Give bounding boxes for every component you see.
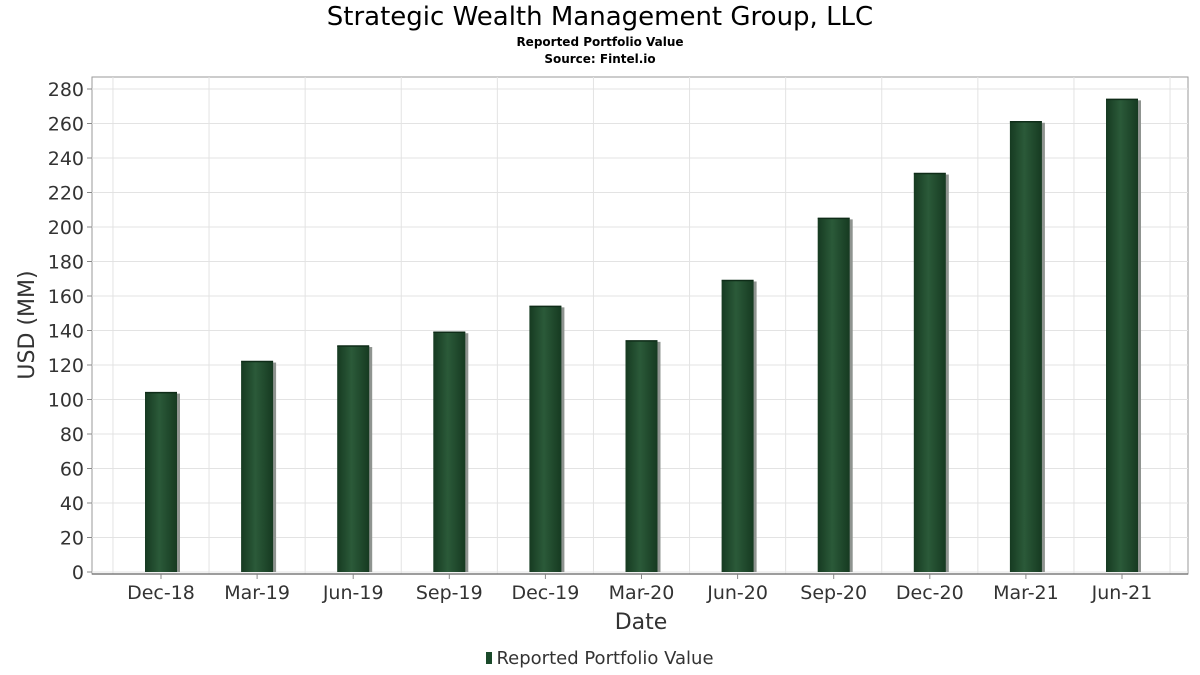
y-tick-label: 160 bbox=[48, 286, 84, 308]
bar bbox=[625, 340, 658, 572]
x-axis-label: Date bbox=[615, 610, 668, 635]
chart-subtitle: Reported Portfolio Value bbox=[516, 35, 684, 49]
y-tick-label: 140 bbox=[48, 321, 84, 343]
y-tick-label: 60 bbox=[60, 459, 84, 481]
chart-source: Source: Fintel.io bbox=[544, 52, 656, 66]
y-tick-label: 80 bbox=[60, 424, 84, 446]
x-tick-label: Dec-18 bbox=[127, 582, 195, 604]
y-axis-ticks: 0 20 40 60 80 100 120 140 160 180 200 220 240 260 280 bbox=[48, 79, 92, 584]
bar bbox=[145, 392, 177, 572]
x-tick-label: Mar-19 bbox=[224, 582, 290, 604]
bar bbox=[817, 218, 850, 572]
x-tick-label: Sep-20 bbox=[800, 582, 867, 604]
y-tick-label: 120 bbox=[48, 355, 84, 377]
x-tick-label: Jun-19 bbox=[322, 582, 384, 604]
bar bbox=[529, 306, 562, 572]
y-tick-label: 100 bbox=[48, 390, 84, 412]
legend-label: Reported Portfolio Value bbox=[496, 648, 714, 669]
y-tick-label: 20 bbox=[60, 528, 84, 550]
bar bbox=[1009, 121, 1042, 573]
bar bbox=[433, 332, 466, 572]
x-axis-ticks: Dec-18 Mar-19 Jun-19 Sep-19 Dec-19 Mar-20 Jun-… bbox=[92, 573, 1188, 604]
x-tick-label: Jun-20 bbox=[706, 582, 768, 604]
x-tick-label: Jun-21 bbox=[1091, 582, 1153, 604]
legend-swatch bbox=[486, 652, 493, 664]
bar bbox=[1106, 99, 1138, 572]
y-tick-label: 220 bbox=[48, 183, 84, 205]
y-tick-label: 40 bbox=[60, 493, 84, 515]
y-tick-label: 260 bbox=[48, 114, 84, 136]
bar bbox=[337, 346, 370, 572]
y-tick-label: 240 bbox=[48, 148, 84, 170]
bars bbox=[145, 98, 1141, 573]
y-axis-label: USD (MM) bbox=[15, 270, 40, 379]
y-tick-label: 0 bbox=[72, 562, 84, 584]
bar bbox=[241, 361, 274, 572]
chart-title: Strategic Wealth Management Group, LLC bbox=[326, 2, 874, 32]
bar bbox=[913, 173, 946, 572]
x-tick-label: Dec-19 bbox=[511, 582, 579, 604]
y-tick-label: 280 bbox=[48, 79, 84, 101]
legend: Reported Portfolio Value bbox=[0, 648, 1200, 669]
x-tick-label: Dec-20 bbox=[896, 582, 964, 604]
x-tick-label: Mar-20 bbox=[609, 582, 675, 604]
bar bbox=[721, 280, 754, 572]
y-tick-label: 200 bbox=[48, 217, 84, 239]
y-tick-label: 180 bbox=[48, 252, 84, 274]
x-tick-label: Mar-21 bbox=[993, 582, 1059, 604]
x-tick-label: Sep-19 bbox=[416, 582, 483, 604]
